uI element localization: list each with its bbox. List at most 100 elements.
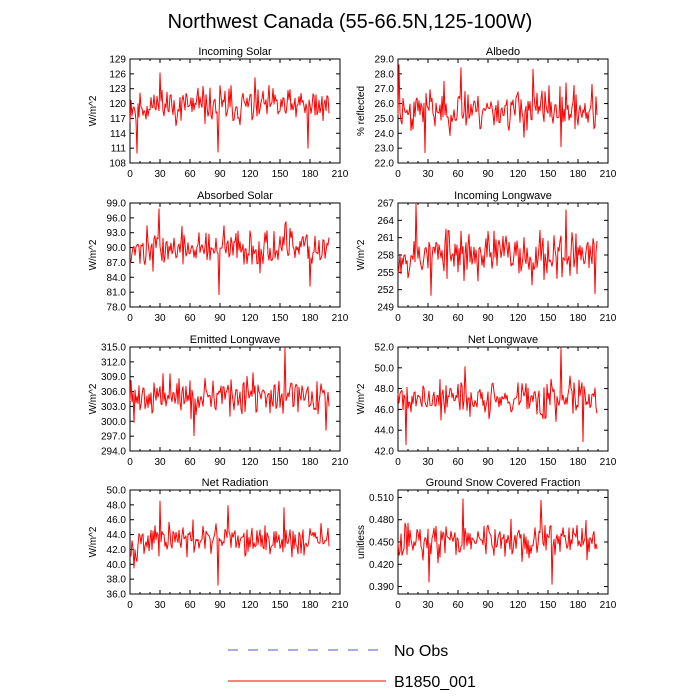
y-tick-label: 111: [111, 144, 127, 155]
y-tick-label: 297.0: [101, 432, 126, 443]
y-tick-label: 252: [377, 285, 394, 296]
y-tick-label: 114: [110, 129, 126, 140]
y-tick-label: 99.0: [107, 199, 127, 210]
y-tick-label: 129: [109, 55, 126, 66]
series-line-b1850: [397, 203, 598, 296]
y-tick-label: 87.0: [107, 258, 127, 269]
y-tick-label: 38.0: [107, 575, 127, 586]
plot-frame: [129, 489, 341, 595]
panel-ground-snow-covered-fraction: Ground Snow Covered Fraction unitless 0 30 6…: [356, 477, 617, 611]
x-tick-label: 210: [600, 457, 617, 468]
panels: Incoming Solar W/m^2 0 30 60 90 120 150 180 210 10…: [88, 46, 617, 611]
y-tick-label: 48.0: [107, 500, 127, 511]
y-tick-label: 25.0: [375, 114, 395, 125]
x-tick-label: 120: [510, 313, 527, 324]
x-tick-label: 210: [600, 600, 617, 611]
x-tick-label: 30: [422, 600, 434, 611]
x-tick-label: 120: [510, 600, 527, 611]
x-tick-label: 90: [482, 457, 494, 468]
x-tick-label: 210: [332, 313, 349, 324]
panel-title: Emitted Longwave: [190, 334, 281, 346]
x-tick-label: 30: [154, 457, 166, 468]
x-tick-label: 0: [127, 313, 133, 324]
x-tick-label: 90: [482, 169, 494, 180]
figure-title: Northwest Canada (55-66.5N,125-100W): [168, 11, 533, 33]
y-tick-label: 42.0: [375, 447, 395, 458]
y-tick-label: 294.0: [101, 447, 126, 458]
x-tick-label: 0: [127, 457, 133, 468]
x-tick-label: 60: [184, 313, 196, 324]
x-tick-label: 180: [302, 313, 319, 324]
y-tick-label: 0.390: [369, 582, 394, 593]
x-tick-label: 150: [540, 169, 557, 180]
x-tick-label: 90: [482, 600, 494, 611]
x-tick-label: 150: [272, 600, 289, 611]
y-tick-label: 117: [110, 114, 126, 125]
y-axis-label: % reflected: [356, 86, 367, 136]
y-axis-label: W/m^2: [356, 383, 367, 414]
x-tick-label: 90: [214, 313, 226, 324]
y-tick-label: 0.450: [369, 538, 394, 549]
x-tick-label: 30: [422, 169, 434, 180]
x-tick-label: 180: [570, 169, 587, 180]
x-tick-label: 30: [422, 313, 434, 324]
x-tick-label: 60: [452, 600, 464, 611]
y-tick-label: 52.0: [375, 343, 395, 354]
legend-no-obs-label: No Obs: [394, 643, 448, 660]
panel-title: Net Longwave: [468, 334, 538, 346]
y-tick-label: 44.0: [375, 426, 395, 437]
y-tick-label: 81.0: [107, 288, 127, 299]
x-tick-label: 150: [540, 600, 557, 611]
x-tick-label: 60: [452, 457, 464, 468]
y-tick-label: 108: [109, 159, 126, 170]
y-tick-label: 48.0: [375, 384, 395, 395]
x-tick-label: 180: [302, 169, 319, 180]
x-tick-label: 90: [482, 313, 494, 324]
x-tick-label: 0: [395, 169, 401, 180]
x-tick-label: 120: [242, 313, 259, 324]
panel-title: Absorbed Solar: [197, 190, 273, 202]
x-tick-label: 90: [214, 457, 226, 468]
series-line-b1850: [397, 498, 598, 585]
y-tick-label: 42.0: [107, 545, 127, 556]
x-tick-label: 90: [214, 169, 226, 180]
x-tick-label: 150: [272, 313, 289, 324]
y-tick-label: 24.0: [375, 129, 395, 140]
x-tick-label: 180: [570, 457, 587, 468]
x-tick-label: 30: [422, 457, 434, 468]
x-tick-label: 60: [184, 600, 196, 611]
panel-albedo: Albedo % reflected 0 30 60 90 120 150 180 210 22.0…: [356, 46, 617, 180]
y-tick-label: 126: [109, 69, 126, 80]
legend-b1850-label: B1850_001: [394, 674, 476, 691]
y-axis-label: W/m^2: [88, 383, 99, 414]
y-tick-label: 0.480: [369, 515, 394, 526]
x-tick-label: 120: [242, 457, 259, 468]
y-tick-label: 258: [377, 251, 394, 262]
y-tick-label: 78.0: [107, 303, 127, 314]
x-tick-label: 120: [242, 169, 259, 180]
y-tick-label: 23.0: [375, 144, 395, 155]
y-tick-label: 267: [377, 199, 394, 210]
y-tick-label: 0.510: [369, 493, 394, 504]
series-line-b1850: [129, 208, 330, 296]
y-tick-label: 50.0: [375, 363, 395, 374]
x-tick-label: 60: [184, 169, 196, 180]
y-axis-label: W/m^2: [88, 526, 99, 557]
y-axis-label: unitless: [356, 525, 367, 559]
y-tick-label: 261: [377, 233, 394, 244]
x-tick-label: 0: [395, 600, 401, 611]
y-tick-label: 22.0: [375, 159, 395, 170]
x-tick-label: 60: [452, 313, 464, 324]
y-tick-label: 26.0: [375, 99, 395, 110]
y-tick-label: 46.0: [107, 515, 127, 526]
panel-title: Incoming Longwave: [454, 190, 552, 202]
y-tick-label: 309.0: [101, 372, 126, 383]
x-tick-label: 150: [272, 457, 289, 468]
y-tick-label: 306.0: [101, 387, 126, 398]
plot-frame: [129, 202, 341, 308]
y-tick-label: 93.0: [107, 228, 127, 239]
panel-emitted-longwave: Emitted Longwave W/m^2 0 30 60 90 120 150 180 210…: [88, 334, 349, 468]
x-tick-label: 0: [127, 169, 133, 180]
y-tick-label: 255: [377, 268, 394, 279]
